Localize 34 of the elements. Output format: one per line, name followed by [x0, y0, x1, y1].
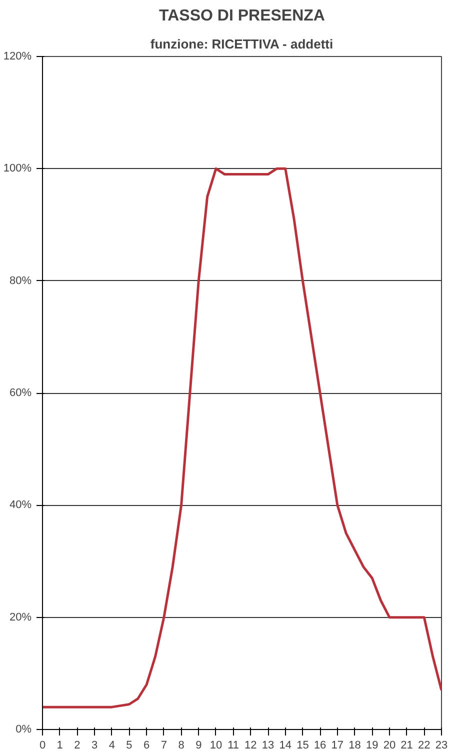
y-tick-label: 0% — [16, 724, 32, 736]
x-tick-label: 16 — [314, 740, 326, 751]
x-tick-label: 17 — [331, 740, 344, 751]
x-tick-label: 4 — [108, 740, 115, 751]
x-tick-label: 14 — [279, 740, 292, 751]
x-tick-label: 6 — [144, 740, 150, 751]
x-tick-label: 19 — [366, 740, 378, 751]
x-tick-label: 9 — [196, 740, 202, 751]
x-tick-label: 15 — [296, 740, 309, 751]
x-tick-label: 22 — [418, 740, 430, 751]
x-tick-label: 7 — [160, 740, 167, 751]
y-tick-label: 80% — [9, 274, 32, 287]
x-tick-label: 12 — [244, 740, 257, 751]
x-tick-label: 23 — [435, 740, 448, 751]
x-tick-label: 20 — [383, 740, 396, 751]
line-series — [42, 167, 442, 708]
x-tick-label: 1 — [56, 740, 63, 751]
x-tick-label: 21 — [400, 740, 413, 751]
chart-subtitle: funzione: RICETTIVA - addetti — [150, 36, 334, 52]
x-tick-label: 2 — [74, 740, 80, 751]
x-tick-label: 3 — [91, 740, 98, 751]
y-tick-label: 100% — [3, 162, 32, 175]
x-tick-label: 13 — [262, 740, 274, 751]
x-tick-label: 10 — [210, 740, 222, 751]
x-tick-label: 8 — [178, 740, 184, 751]
y-tick-label: 20% — [9, 611, 32, 624]
y-tick-label: 40% — [9, 499, 32, 512]
x-tick-label: 11 — [228, 740, 240, 751]
y-tick-label: 60% — [9, 387, 32, 399]
x-tick-label: 5 — [126, 740, 132, 751]
y-tick-label: 120% — [3, 50, 32, 62]
chart-title: TASSO DI PRESENZA — [159, 8, 326, 24]
x-tick-label: 0 — [39, 740, 46, 751]
x-tick-label: 18 — [348, 740, 361, 751]
